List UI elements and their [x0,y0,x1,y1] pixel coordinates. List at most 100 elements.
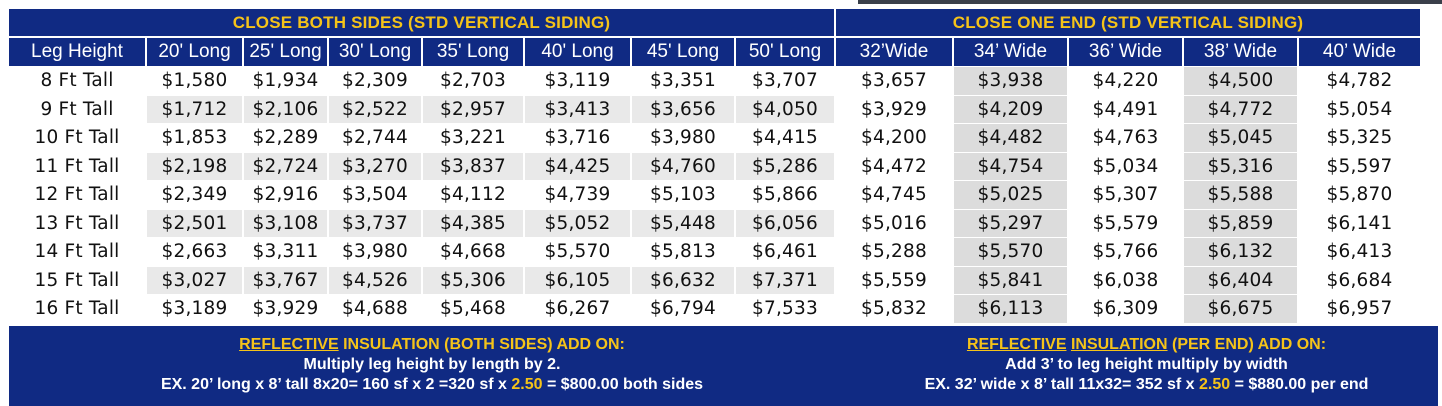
price-cell: $3,189 [147,295,242,323]
price-cell: $2,744 [329,124,421,152]
price-cell: $1,934 [244,67,327,95]
price-cell: $3,737 [329,209,421,237]
price-cell: $4,739 [525,181,630,209]
price-cell: $3,980 [329,238,421,266]
note-title: REFLECTIVE INSULATION (PER END) ADD ON: [966,336,1327,353]
insulation-footer: REFLECTIVE INSULATION (BOTH SIDES) ADD O… [9,326,1438,406]
price-cell: $4,500 [1184,67,1297,95]
price-cell: $5,316 [1184,152,1297,180]
price-cell: $6,267 [525,295,630,323]
close-one-end-banner: CLOSE ONE END (STD VERTICAL SIDING) [836,9,1420,36]
price-cell: $4,745 [836,181,952,209]
table-row: 16 Ft Tall $3,189 $3,929 $4,688 $5,468 $6,267… [9,295,1420,323]
table-row: 14 Ft Tall $2,663 $3,311 $3,980 $4,668 $5,570… [9,238,1420,266]
price-cell: $2,289 [244,124,327,152]
price-cell: $5,052 [525,209,630,237]
table-row: 13 Ft Tall $2,501 $3,108 $3,737 $4,385 $5,052… [9,209,1420,237]
close-both-sides-banner: CLOSE BOTH SIDES (STD VERTICAL SIDING) [9,9,834,36]
price-cell: $3,837 [423,152,523,180]
rate-value: 2.50 [511,376,543,393]
price-cell: $1,712 [147,95,242,123]
price-cell: $3,716 [525,124,630,152]
price-cell: $6,957 [1299,295,1420,323]
insulation-note-both-sides: REFLECTIVE INSULATION (BOTH SIDES) ADD O… [9,335,855,395]
price-cell: $4,760 [632,152,734,180]
header-leg-height: Leg Height [9,37,145,66]
price-cell: $2,198 [147,152,242,180]
header-size-column: 36’ Wide [1069,37,1182,66]
price-cell: $2,501 [147,209,242,237]
price-cell: $5,448 [632,209,734,237]
price-cell: $4,526 [329,266,421,294]
price-cell: $2,703 [423,67,523,95]
price-cell: $5,866 [736,181,834,209]
leg-height-cell: 15 Ft Tall [9,266,145,294]
price-cell: $5,288 [836,238,952,266]
price-cell: $6,113 [954,295,1067,323]
price-cell: $4,209 [954,95,1067,123]
header-size-column: 25' Long [244,37,327,66]
price-cell: $2,957 [423,95,523,123]
price-cell: $4,200 [836,124,952,152]
price-cell: $5,579 [1069,209,1182,237]
price-cell: $3,221 [423,124,523,152]
price-cell: $6,105 [525,266,630,294]
leg-height-cell: 13 Ft Tall [9,209,145,237]
price-cell: $5,034 [1069,152,1182,180]
price-cell: $5,832 [836,295,952,323]
price-cell: $2,349 [147,181,242,209]
price-cell: $6,794 [632,295,734,323]
note-line-1: Multiply leg height by length by 2. [303,356,561,373]
price-cell: $6,132 [1184,238,1297,266]
price-table-body: 8 Ft Tall $1,580 $1,934 $2,309 $2,703 $3,119 $… [9,67,1420,323]
table-row: 9 Ft Tall $1,712 $2,106 $2,522 $2,957 $3,413 $… [9,95,1420,123]
price-cell: $4,415 [736,124,834,152]
price-cell: $6,309 [1069,295,1182,323]
price-cell: $5,841 [954,266,1067,294]
price-cell: $5,813 [632,238,734,266]
price-cell: $5,766 [1069,238,1182,266]
header-size-column: 40' Long [525,37,630,66]
table-row: 15 Ft Tall $3,027 $3,767 $4,526 $5,306 $6,105… [9,266,1420,294]
price-cell: $5,016 [836,209,952,237]
leg-height-cell: 14 Ft Tall [9,238,145,266]
price-cell: $3,351 [632,67,734,95]
price-cell: $6,413 [1299,238,1420,266]
header-size-column: 20' Long [147,37,242,66]
header-size-column: 30' Long [329,37,421,66]
price-cell: $2,522 [329,95,421,123]
price-cell: $4,763 [1069,124,1182,152]
price-cell: $4,668 [423,238,523,266]
price-cell: $3,657 [836,67,952,95]
price-cell: $3,270 [329,152,421,180]
price-cell: $5,025 [954,181,1067,209]
leg-height-cell: 16 Ft Tall [9,295,145,323]
price-cell: $7,533 [736,295,834,323]
price-cell: $6,404 [1184,266,1297,294]
price-cell: $1,853 [147,124,242,152]
price-cell: $3,108 [244,209,327,237]
header-size-column: 34’ Wide [954,37,1067,66]
price-cell: $4,772 [1184,95,1297,123]
price-cell: $6,056 [736,209,834,237]
table-row: 8 Ft Tall $1,580 $1,934 $2,309 $2,703 $3,119 $… [9,67,1420,95]
price-cell: $6,684 [1299,266,1420,294]
leg-height-cell: 9 Ft Tall [9,95,145,123]
price-cell: $5,597 [1299,152,1420,180]
note-title: REFLECTIVE INSULATION (BOTH SIDES) ADD O… [239,336,625,353]
price-cell: $2,106 [244,95,327,123]
price-cell: $5,559 [836,266,952,294]
price-cell: $6,461 [736,238,834,266]
price-table: CLOSE BOTH SIDES (STD VERTICAL SIDING) C… [7,8,1422,324]
price-cell: $4,491 [1069,95,1182,123]
leg-height-cell: 12 Ft Tall [9,181,145,209]
table-row: 11 Ft Tall $2,198 $2,724 $3,270 $3,837 $4,425… [9,152,1420,180]
price-cell: $3,504 [329,181,421,209]
price-cell: $3,119 [525,67,630,95]
price-cell: $1,580 [147,67,242,95]
note-line-2: EX. 20’ long x 8’ tall 8x20= 160 sf x 2 … [160,376,704,393]
price-cell: $5,570 [525,238,630,266]
price-cell: $6,632 [632,266,734,294]
price-cell: $4,754 [954,152,1067,180]
